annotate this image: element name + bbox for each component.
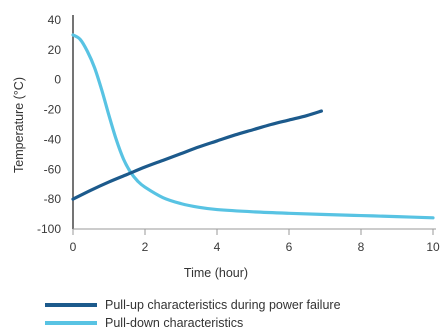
y-tick-label: -100 [37,222,61,236]
legend-label-pull-up: Pull-up characteristics during power fai… [105,298,341,312]
legend-swatch-pull-down [45,321,97,325]
series-line-pull-up [71,109,323,201]
y-tick-label: 0 [54,73,61,87]
y-axis: 40 20 0 -20 -40 -60 -80 -100 [37,13,74,236]
legend-swatch-pull-up [45,303,97,307]
legend: Pull-up characteristics during power fai… [45,296,341,332]
x-tick-label: 6 [286,240,293,254]
legend-item: Pull-down characteristics [45,314,341,332]
x-axis: 0 2 4 6 8 10 [70,228,440,254]
plot-series [71,33,435,220]
legend-item: Pull-up characteristics during power fai… [45,296,341,314]
x-tick-label: 0 [70,240,77,254]
x-tick-label: 10 [426,240,440,254]
y-tick-label: 40 [48,13,62,27]
y-tick-label: -20 [44,103,62,117]
series-line-pull-down [71,33,435,220]
y-tick-label: 20 [48,43,62,57]
y-tick-label: -80 [44,192,62,206]
x-tick-label: 8 [358,240,365,254]
x-tick-label: 4 [214,240,221,254]
y-tick-label: -40 [44,132,62,146]
y-axis-label: Temperature (°C) [12,77,26,173]
y-tick-label: -60 [44,162,62,176]
x-axis-label: Time (hour) [184,266,248,280]
legend-label-pull-down: Pull-down characteristics [105,316,244,330]
x-tick-label: 2 [142,240,149,254]
